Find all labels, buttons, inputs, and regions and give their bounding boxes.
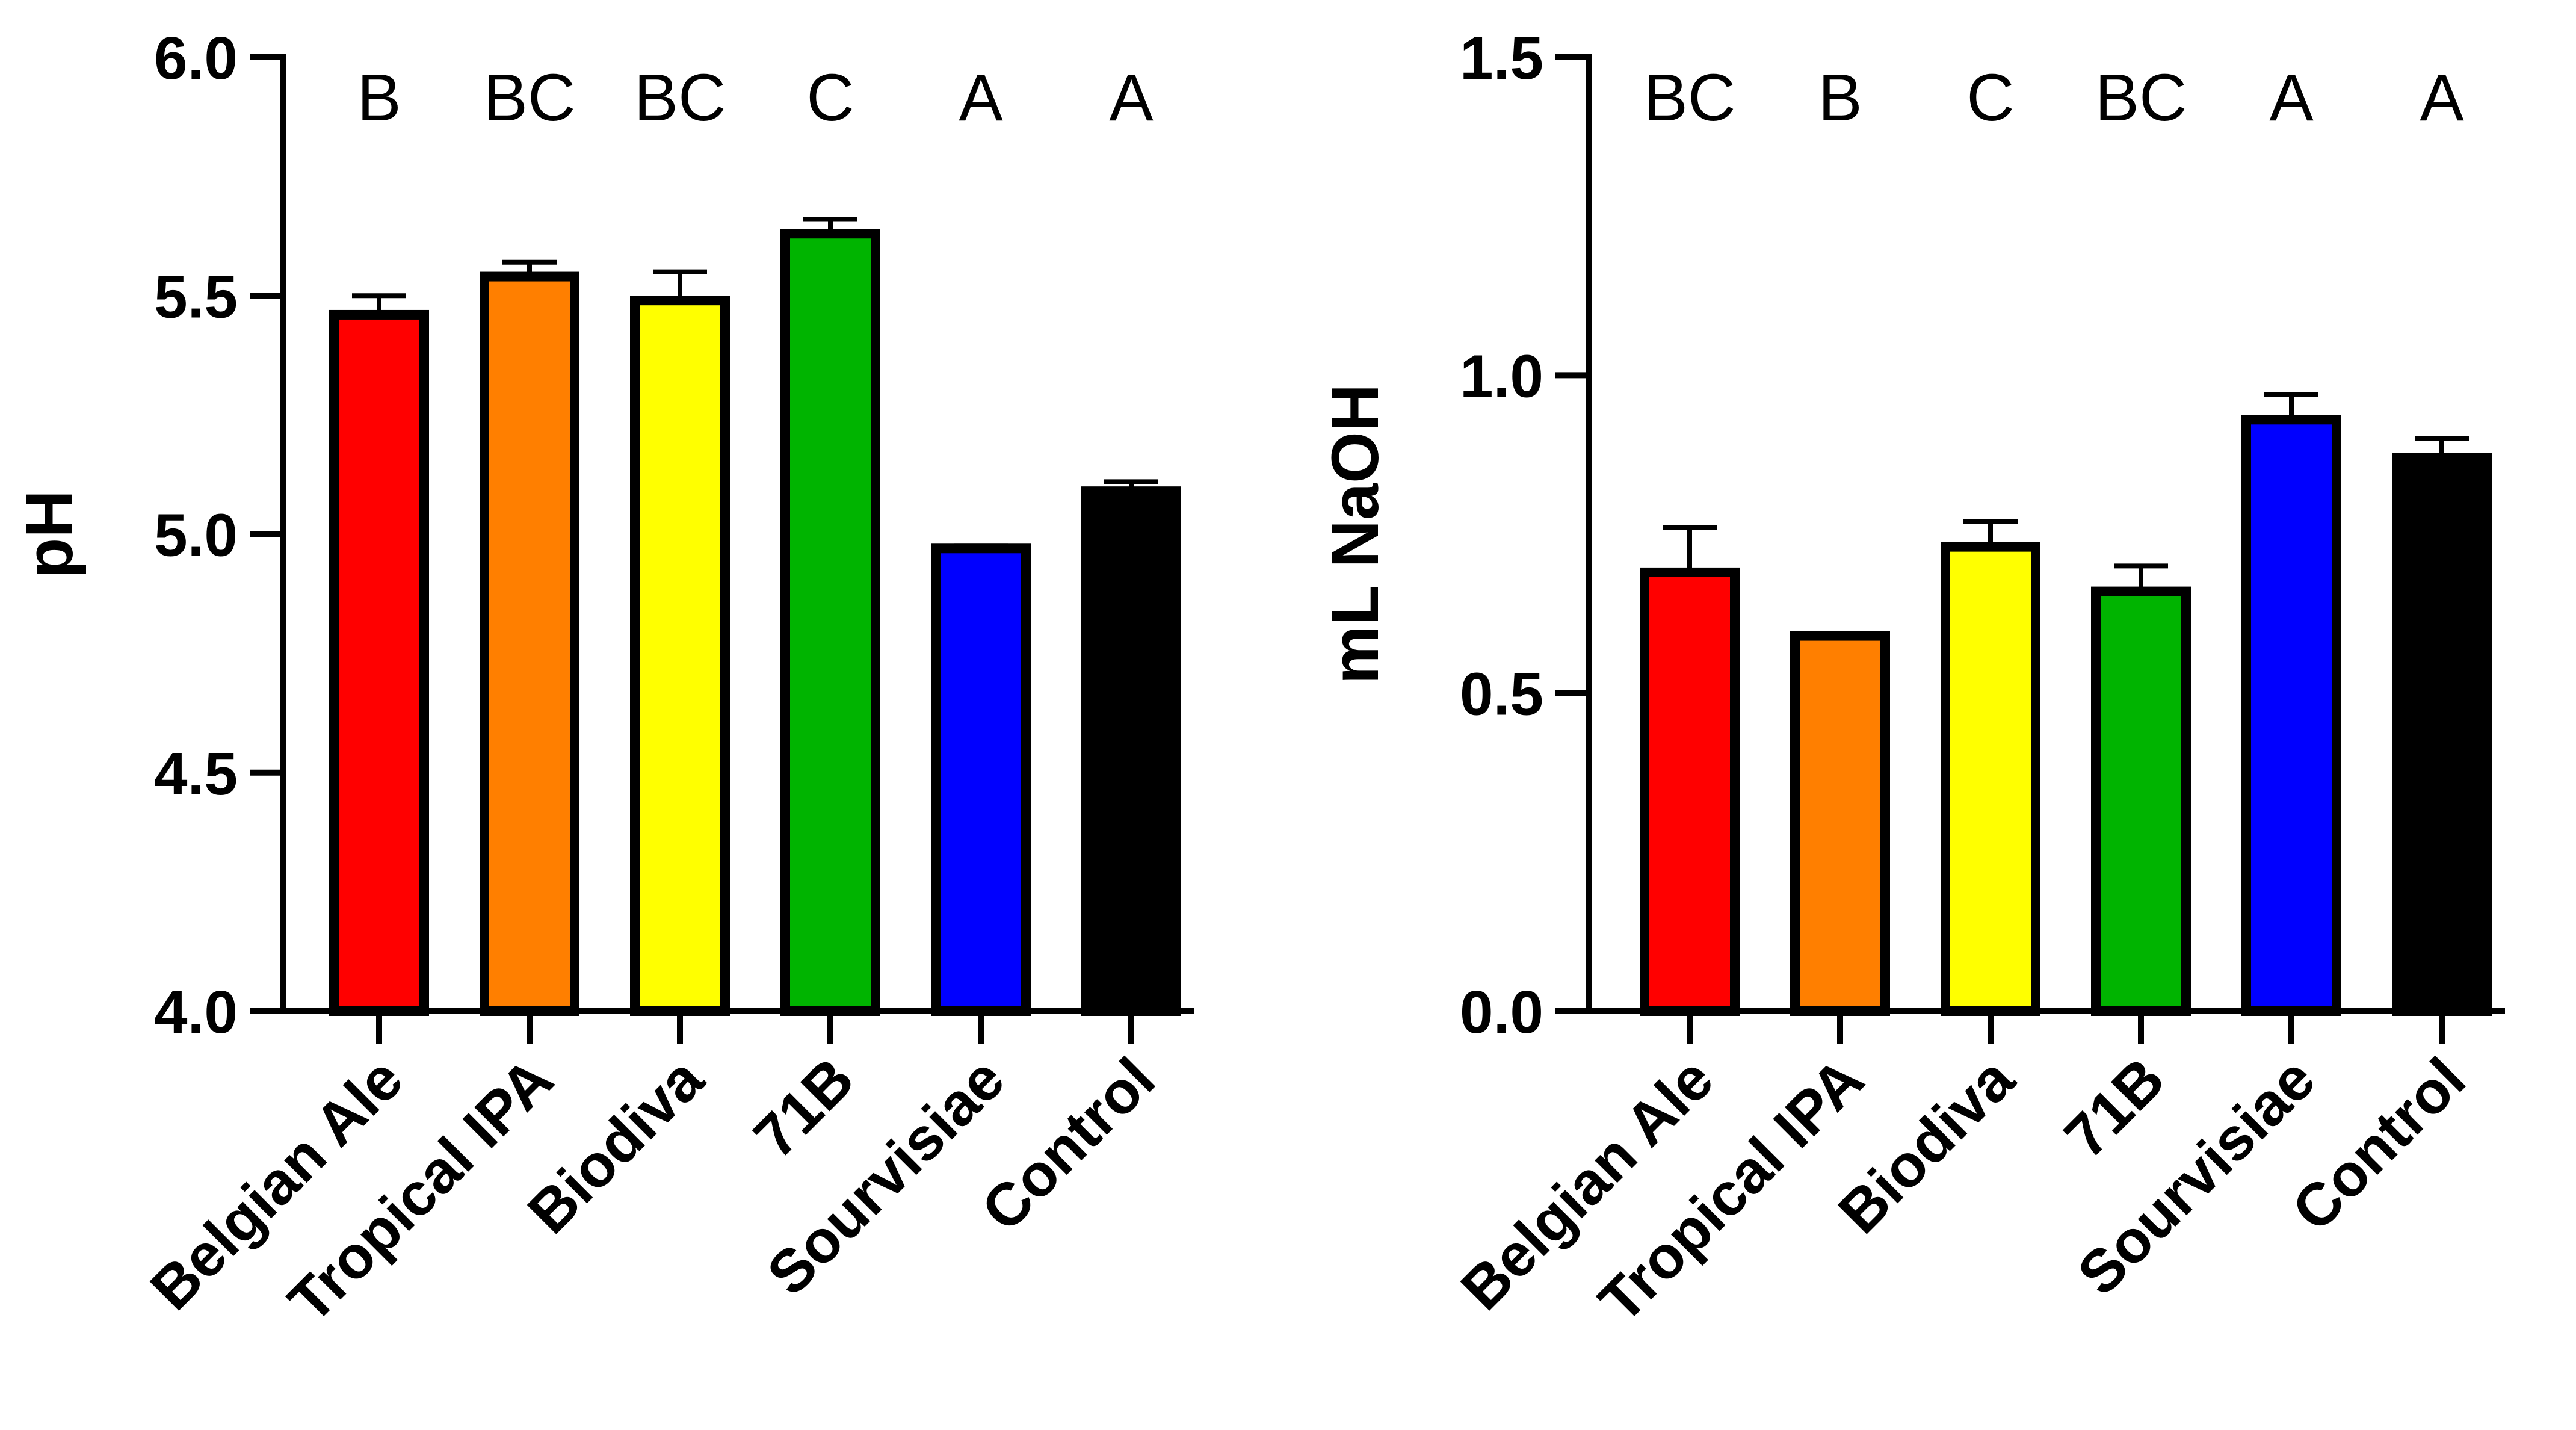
x-tick-label-71b: 71B xyxy=(2052,1045,2178,1171)
group-letter-71b: BC xyxy=(2095,61,2187,135)
x-tick-label-tropical-ipa: Tropical IPA xyxy=(1586,1045,1877,1336)
bar-tropical-ipa xyxy=(480,271,579,1016)
bar-tropical-ipa xyxy=(1790,631,1890,1016)
bar-biodiva xyxy=(630,296,730,1016)
group-letter-tropical-ipa: BC xyxy=(484,61,576,135)
group-letter-biodiva: BC xyxy=(634,61,726,135)
y-tick-label: 5.5 xyxy=(154,263,238,330)
bar-biodiva xyxy=(1941,542,2040,1016)
group-letter-control: A xyxy=(2420,61,2464,135)
bar-control xyxy=(2392,453,2492,1016)
group-letter-belgian-ale: B xyxy=(357,61,401,135)
y-tick-label: 1.5 xyxy=(1460,25,1543,92)
y-axis-title: mL NaOH xyxy=(1318,384,1392,684)
group-letter-tropical-ipa: B xyxy=(1818,61,1862,135)
y-tick-label: 1.0 xyxy=(1460,342,1543,410)
group-letter-71b: C xyxy=(806,61,854,135)
y-tick-label: 0.5 xyxy=(1460,661,1543,728)
group-letter-control: A xyxy=(1109,61,1154,135)
bar-control xyxy=(1081,486,1181,1016)
group-letter-sourvisiae: A xyxy=(959,61,1003,135)
bar-71b xyxy=(2091,586,2191,1016)
group-letter-sourvisiae: A xyxy=(2269,61,2314,135)
bar-sourvisiae xyxy=(2241,415,2341,1016)
y-tick-label: 4.5 xyxy=(154,740,238,808)
y-tick-label: 6.0 xyxy=(154,25,238,92)
y-axis-title: pH xyxy=(13,490,87,578)
bar-sourvisiae xyxy=(931,543,1031,1016)
y-tick-label: 0.0 xyxy=(1460,979,1543,1046)
bar-71b xyxy=(780,229,880,1017)
y-tick-label: 5.0 xyxy=(154,502,238,569)
x-tick-label-tropical-ipa: Tropical IPA xyxy=(276,1045,566,1336)
bar-belgian-ale xyxy=(1640,567,1740,1016)
bar-belgian-ale xyxy=(329,309,429,1017)
group-letter-belgian-ale: BC xyxy=(1644,61,1736,135)
y-tick-label: 4.0 xyxy=(154,979,238,1046)
group-letter-biodiva: C xyxy=(1966,61,2014,135)
x-tick-label-71b: 71B xyxy=(741,1045,867,1171)
